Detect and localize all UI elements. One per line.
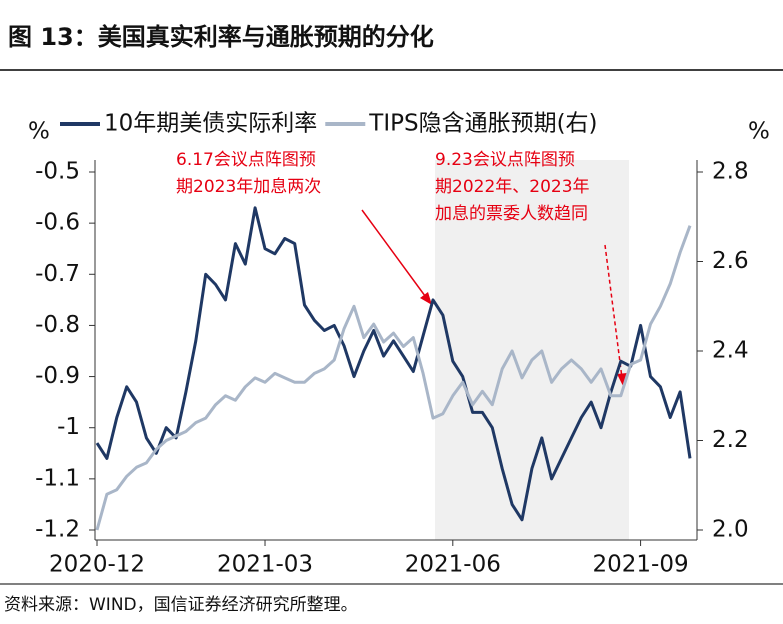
y-tick-label: -0.6	[35, 210, 80, 236]
x-tick-label: 2021-03	[217, 552, 313, 578]
series-line	[95, 206, 692, 522]
y-tick-label: -0.8	[35, 312, 80, 338]
legend-label: TIPS隐含通胀预期(右)	[368, 111, 597, 137]
annotation: 期2022年、2023年	[435, 177, 590, 197]
y-axis-label: %	[28, 119, 50, 145]
y-tick-label: -0.9	[35, 363, 80, 389]
y-tick-label: -1.2	[35, 517, 80, 543]
annotation: 期2023年加息两次	[176, 177, 321, 197]
source: 资料来源：WIND，国信证券经济研究所整理。	[4, 595, 358, 615]
legend-label: 10年期美债实际利率	[104, 111, 317, 137]
chart-title: 图 13：美国真实利率与通胀预期的分化	[8, 23, 434, 51]
y2-tick-label: 2.8	[712, 159, 749, 185]
highlight-region	[435, 160, 629, 540]
annotation: 9.23会议点阵图预	[435, 150, 575, 170]
y2-tick-label: 2.4	[712, 338, 749, 364]
y-tick-label: -1.1	[35, 465, 80, 491]
y2-tick-label: 2.2	[712, 427, 749, 453]
arrow	[361, 209, 429, 301]
x-tick-label: 2021-09	[593, 552, 689, 578]
arrow-head	[420, 292, 432, 305]
y-tick-label: -0.5	[35, 159, 80, 185]
y2-tick-label: 2.6	[712, 248, 749, 274]
arrow-head	[617, 373, 627, 386]
y-tick-label: -1	[57, 414, 80, 440]
annotation: 加息的票委人数趋同	[435, 204, 588, 224]
annotation: 6.17会议点阵图预	[176, 150, 316, 170]
arrow	[604, 244, 623, 379]
x-tick-label: 2021-06	[405, 552, 501, 578]
y2-axis-label: %	[748, 119, 770, 145]
y-tick-label: -0.7	[35, 261, 80, 287]
x-tick-label: 2020-12	[49, 552, 145, 578]
y2-tick-label: 2.0	[712, 517, 749, 543]
series-line	[95, 225, 692, 531]
